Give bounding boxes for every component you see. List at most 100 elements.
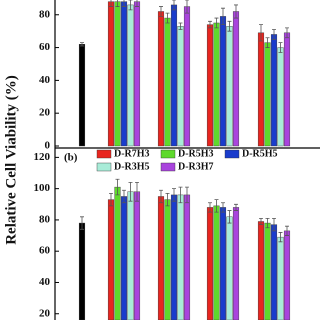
bar [157,11,165,147]
bar [133,191,141,320]
bar [164,17,171,147]
error-bar [172,0,176,11]
bar [232,11,240,147]
bar [226,26,233,147]
bar [232,207,240,320]
error-bar [128,0,133,11]
legend-swatch [96,149,112,159]
bar [264,42,271,147]
bar [283,32,291,147]
bar [133,1,141,147]
error-bar [165,192,170,207]
legend-swatch [160,162,176,172]
y-tick-label: 80 [39,213,51,225]
y-tick-label: 100 [34,182,51,194]
error-bar [278,42,283,53]
error-bar [259,217,263,226]
error-bar [135,182,139,202]
error-bar [208,20,212,29]
bar [213,22,220,147]
bar [120,196,128,320]
legend-swatch [96,162,112,172]
error-bar [272,217,276,232]
y-tick-label: 0 [45,140,51,152]
error-bar [227,20,232,32]
error-bar [80,216,84,230]
error-bar [178,22,183,30]
bar [183,194,191,320]
bar [78,44,86,147]
legend-label: D-R3H7 [178,161,214,172]
legend-swatch [160,149,176,159]
error-bar [122,189,126,204]
bar [264,222,271,320]
y-tick-label: 60 [39,245,51,257]
error-bar [185,186,189,204]
bar [107,1,115,147]
error-bar [115,0,120,7]
error-bar [272,29,276,40]
error-bar [285,225,289,236]
y-tick-label: 120 [34,151,51,163]
y-tick-label: 80 [39,8,51,20]
bar [170,194,178,320]
bar [213,205,220,320]
error-bar [265,37,270,48]
error-bar [122,0,126,7]
error-bar [128,182,133,202]
error-bar [159,6,163,17]
error-bar [185,0,189,14]
legend-label: D-R5H5 [242,148,278,159]
y-axis-label: Relative Cell Viability (%) [3,75,19,245]
bar [257,221,265,320]
bar [283,230,291,320]
bar [277,236,284,320]
bar [120,1,128,147]
bar [127,4,134,147]
bar [219,16,227,147]
bar [206,207,214,320]
error-bar [172,188,176,202]
bar [114,1,121,147]
error-bar [80,42,84,47]
legend-label: D-R5H3 [178,148,214,159]
bar [206,24,214,147]
bar [183,6,191,147]
bar [114,186,121,320]
error-bar [221,7,225,26]
error-bar [178,186,183,204]
bar [226,216,233,320]
error-bar [109,0,113,7]
bar [78,222,86,320]
error-bar [214,199,219,213]
bar [177,26,184,147]
bar [107,199,115,320]
error-bar [265,217,270,229]
error-bar [135,0,139,7]
error-bar [159,189,163,204]
y-tick-label: 20 [39,107,51,119]
error-bar [165,12,170,24]
legend-label: D-R3H5 [114,161,150,172]
panel-label: (b) [64,152,78,164]
error-bar [227,210,232,224]
error-bar [221,202,225,213]
error-bar [208,202,212,213]
bar [277,47,284,147]
bar [170,4,178,147]
y-tick-label: 20 [39,307,51,319]
error-bar [234,203,238,211]
bar [270,224,278,320]
bar [219,207,227,320]
bar [257,32,265,147]
error-bar [285,27,289,39]
bar [127,191,134,320]
y-tick-label: 40 [39,276,51,288]
error-bar [109,192,113,207]
legend-label: D-R7H3 [114,148,150,159]
error-bar [278,232,283,243]
error-bar [259,24,263,42]
bar [177,194,184,320]
error-bar [214,17,219,29]
